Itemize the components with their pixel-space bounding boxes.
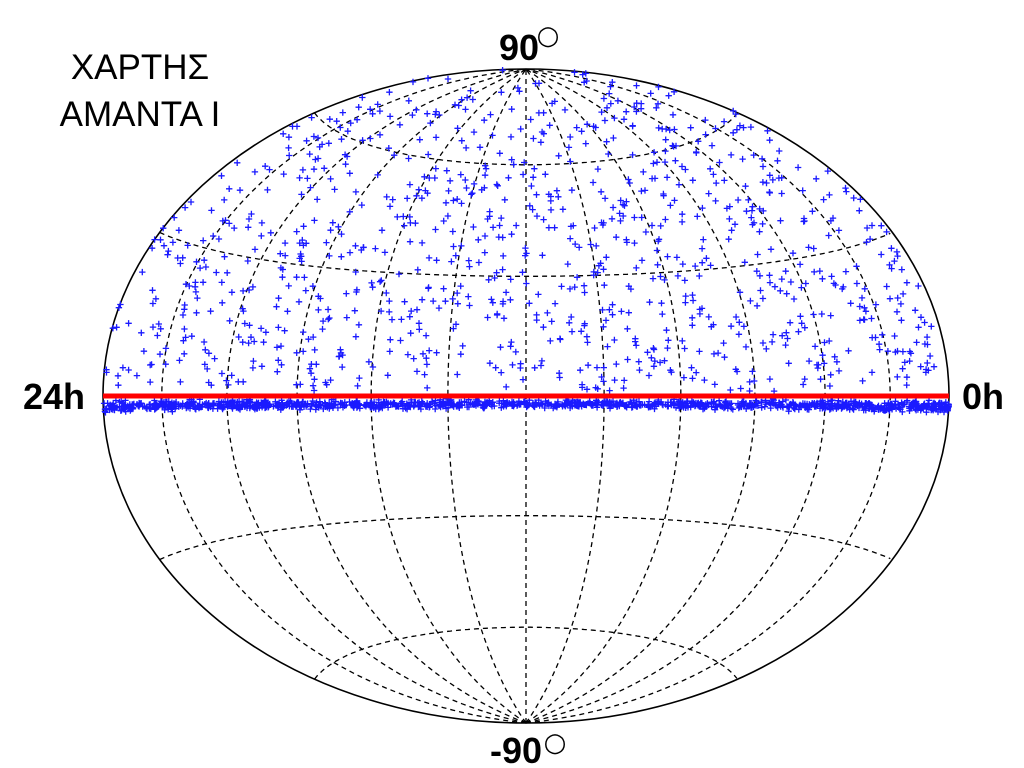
meridian-line	[525, 68, 605, 724]
map-outline	[102, 68, 950, 724]
data-points	[100, 67, 952, 416]
map-title-line-1: ΧΑΡΤΗΣ	[71, 48, 209, 87]
dec-min-degree-symbol: ○	[544, 728, 567, 758]
data-point-group	[103, 67, 938, 395]
meridian-line	[525, 68, 682, 724]
dec-max-label: 90	[499, 27, 539, 68]
coordinate-grid	[159, 68, 891, 724]
meridian-line	[370, 68, 527, 724]
parallel-line	[313, 112, 738, 166]
ra-right-label: 0h	[962, 376, 1004, 417]
parallel-line	[159, 515, 891, 561]
meridian-line	[447, 68, 527, 724]
dec-min-label: -90	[490, 730, 542, 768]
dec-max-degree-symbol: ○	[537, 21, 560, 51]
parallel-line	[313, 626, 738, 680]
map-title-line-2: AMANTA I	[60, 95, 221, 134]
ra-left-label: 24h	[23, 376, 85, 417]
data-point-group	[100, 395, 952, 416]
parallel-line	[159, 231, 891, 277]
